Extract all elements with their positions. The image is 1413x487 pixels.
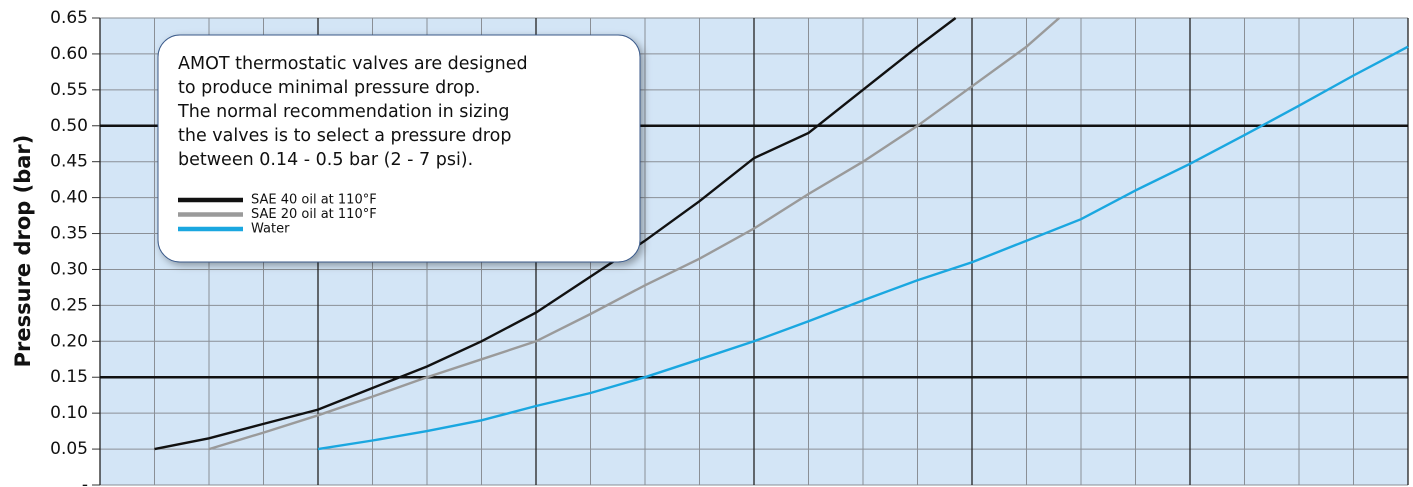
y-tick-label: 0.15	[50, 367, 88, 387]
y-axis-label: Pressure drop (bar)	[11, 135, 35, 368]
legend-label: Water	[251, 222, 290, 237]
y-tick-label: 0.35	[50, 224, 88, 244]
y-tick-label: 0.65	[50, 8, 88, 28]
series-line	[208, 17, 1060, 451]
y-tick-label: 0.05	[50, 439, 88, 459]
annotation-text: The normal recommendation in sizing	[177, 102, 510, 122]
y-tick-label: 0.60	[50, 44, 88, 64]
legend-label: SAE 40 oil at 110°F	[251, 193, 377, 208]
y-tick-label: 0.40	[50, 188, 88, 208]
annotation-text: the valves is to select a pressure drop	[178, 126, 511, 146]
annotation-text: between 0.14 - 0.5 bar (2 - 7 psi).	[178, 150, 473, 170]
lines	[154, 17, 1409, 451]
series-line	[317, 45, 1409, 451]
y-tick-label: 0.55	[50, 80, 88, 100]
annotation: AMOT thermostatic valves are designed to …	[157, 34, 641, 263]
legend-label: SAE 20 oil at 110°F	[251, 207, 377, 222]
series-line	[154, 17, 957, 451]
y-tick-label: 0.25	[50, 295, 88, 315]
y-tick-label: 0.10	[50, 403, 88, 423]
y-tick-label: 0.50	[50, 116, 88, 136]
annotation-box	[157, 34, 641, 263]
annotation-text: to produce minimal pressure drop.	[178, 78, 480, 98]
y-tick-label: 0.30	[50, 259, 88, 279]
y-tick-label: 0.45	[50, 152, 88, 172]
annotation-text: AMOT thermostatic valves are designed	[178, 54, 528, 74]
y-tick-label: 0.20	[50, 331, 88, 351]
y-tick-label: -	[82, 475, 88, 487]
